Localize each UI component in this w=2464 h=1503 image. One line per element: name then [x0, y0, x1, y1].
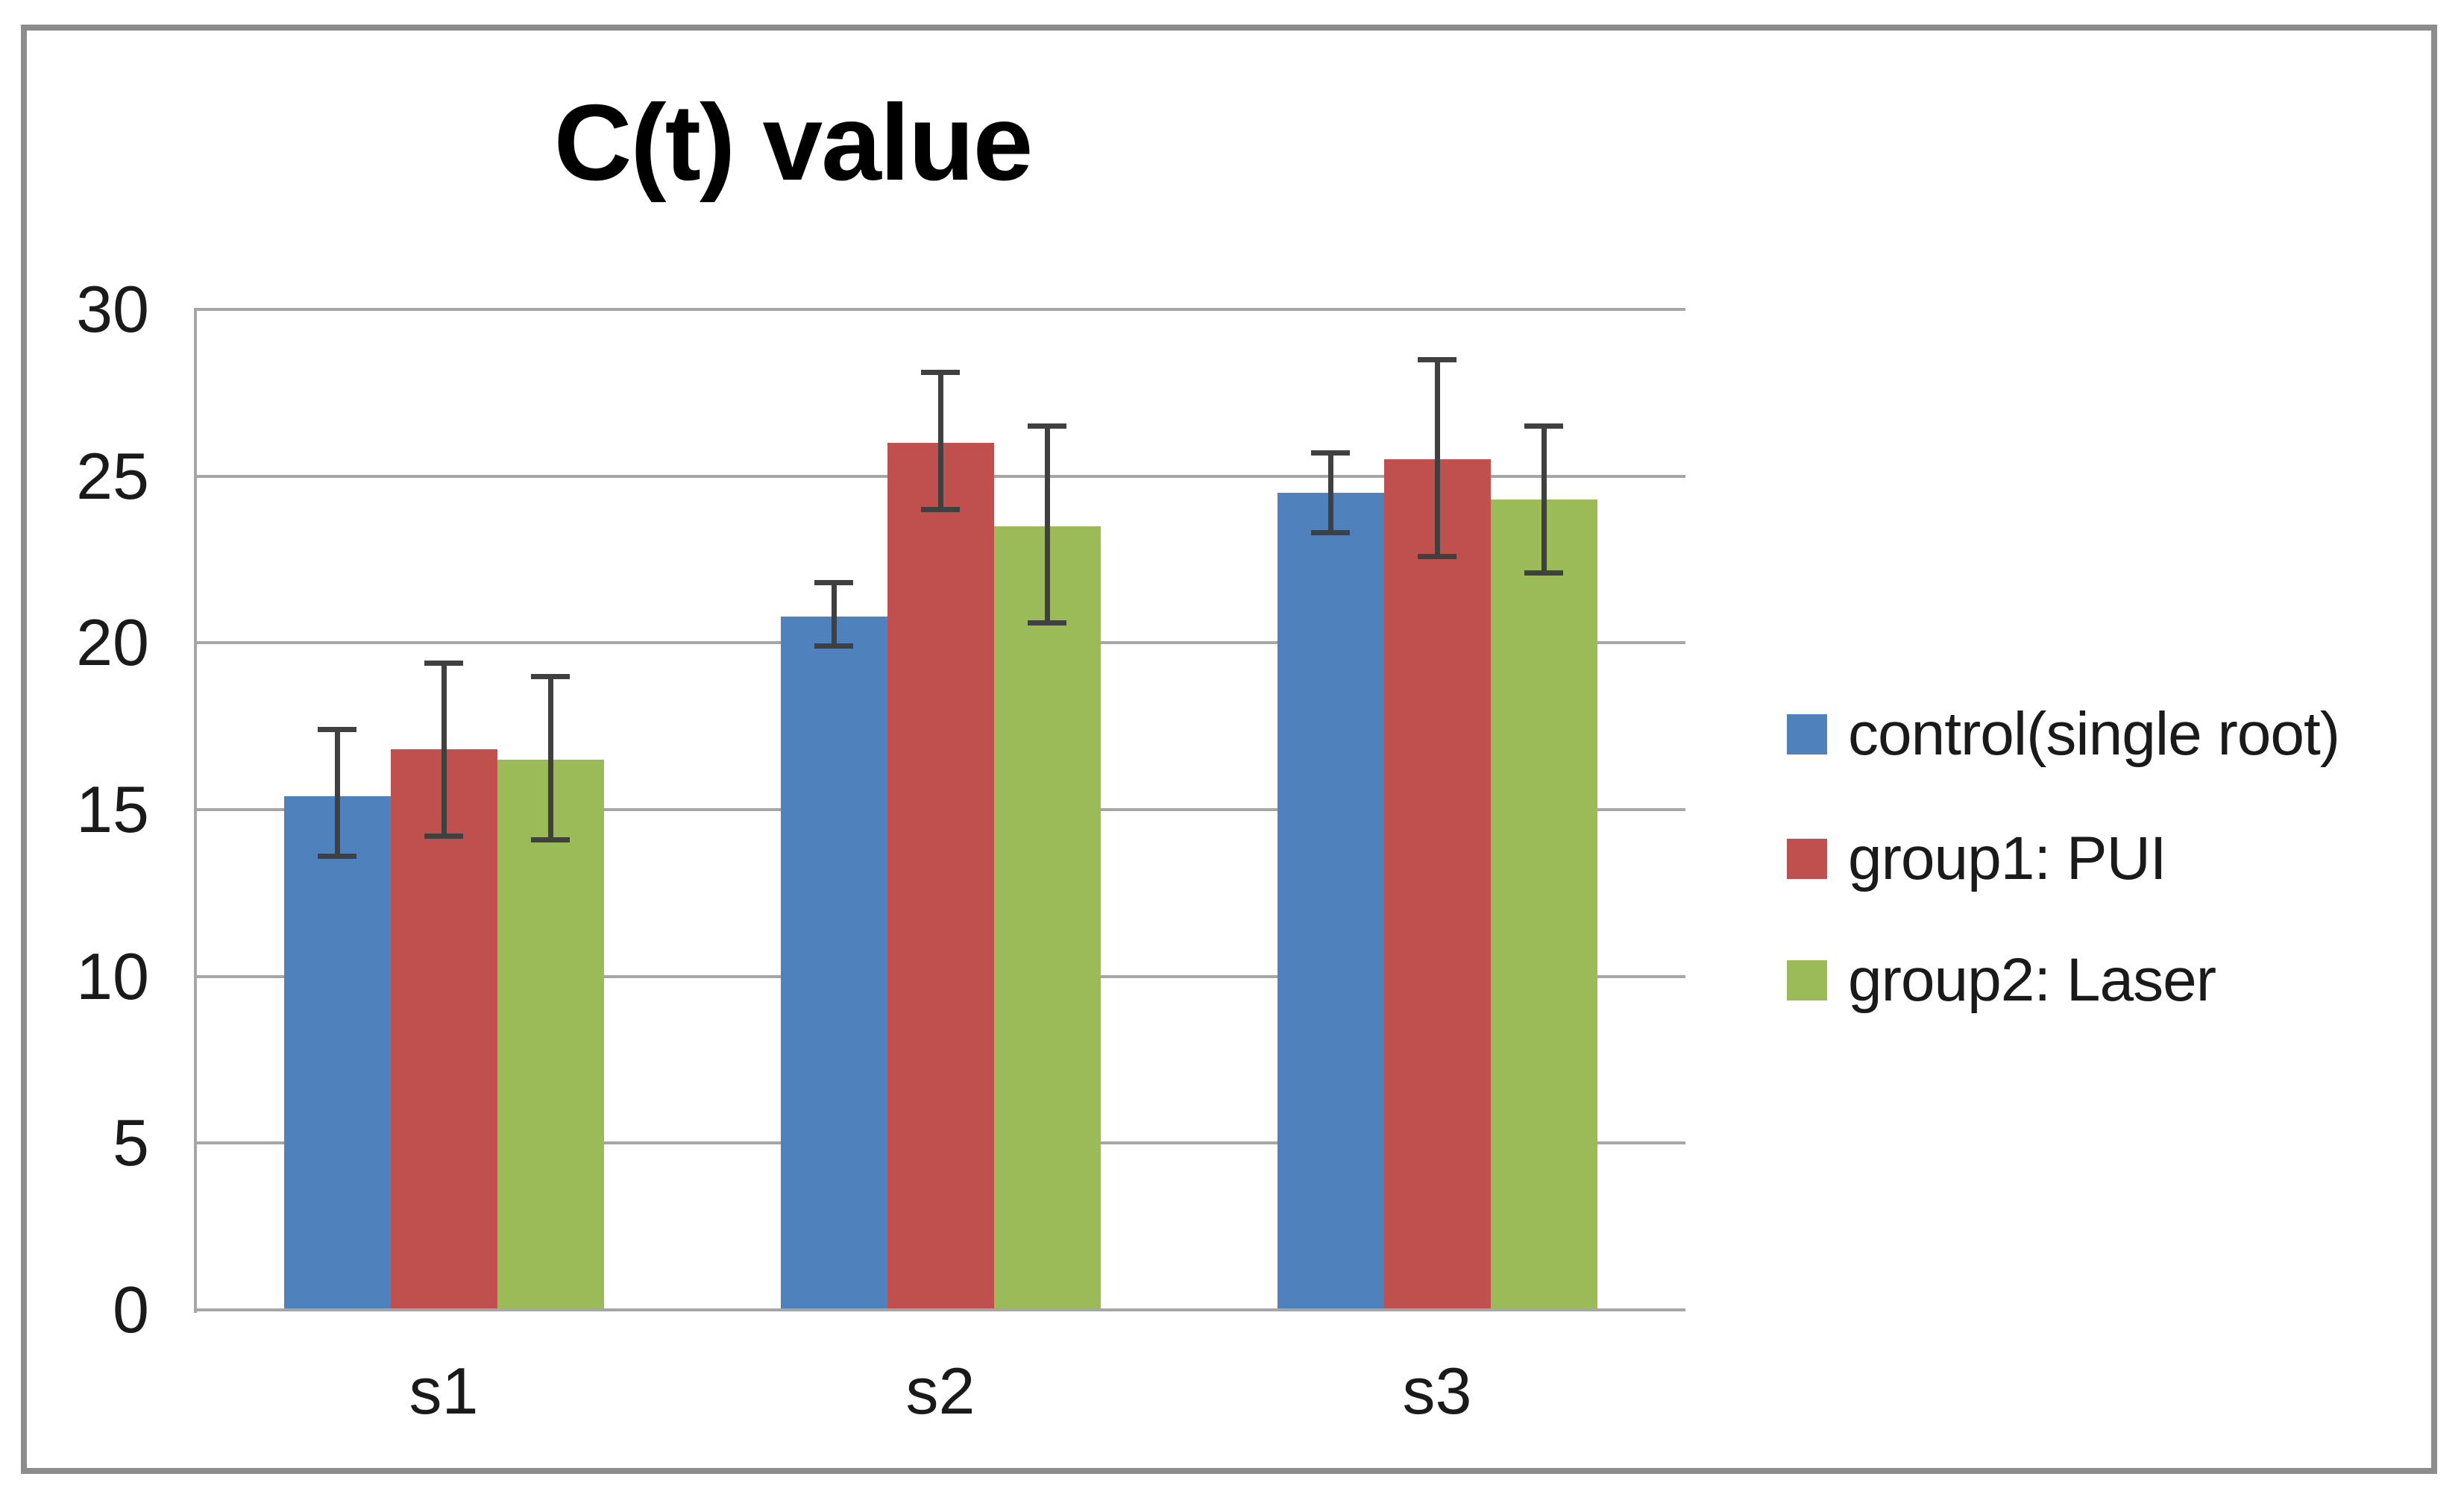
- legend-item-series1: group1: PUI: [1787, 822, 2167, 896]
- bar-s1-series2: [497, 759, 604, 1310]
- bar-s2-series0: [780, 616, 887, 1310]
- error-bar-line: [334, 729, 340, 857]
- error-bar-cap: [921, 370, 960, 376]
- bar-s1-series0: [283, 796, 391, 1310]
- legend-label: group2: Laser: [1848, 946, 2216, 1014]
- legend-swatch-icon: [1787, 839, 1827, 879]
- y-tick-label: 10: [76, 939, 149, 1013]
- error-bar-cap: [1418, 356, 1456, 362]
- error-bar-cap: [531, 673, 570, 679]
- error-bar-line: [441, 663, 447, 836]
- error-bar-cap: [1028, 620, 1066, 626]
- error-bar-cap: [531, 836, 570, 842]
- legend-label: control(single root): [1848, 700, 2340, 768]
- error-bar-cap: [921, 506, 960, 512]
- error-bar-cap: [1028, 423, 1066, 429]
- bar-s3-series2: [1490, 499, 1597, 1310]
- error-bar-cap: [1418, 553, 1456, 559]
- error-bar-cap: [1311, 530, 1350, 536]
- error-bar-cap: [318, 727, 356, 733]
- error-bar-cap: [1524, 570, 1563, 576]
- bar-s3-series0: [1277, 493, 1384, 1310]
- error-bar-cap: [424, 834, 463, 839]
- legend-item-series2: group2: Laser: [1787, 943, 2216, 1018]
- chart-title: C(t) value: [553, 82, 1034, 203]
- legend-swatch-icon: [1787, 714, 1827, 754]
- x-tick-label-s3: s3: [1402, 1354, 1472, 1428]
- bar-s2-series1: [887, 442, 994, 1310]
- error-bar-line: [937, 372, 943, 510]
- bar-s1-series1: [390, 749, 497, 1310]
- error-bar-line: [1327, 453, 1333, 533]
- error-bar-cap: [1311, 450, 1350, 456]
- legend-label: group1: PUI: [1848, 825, 2167, 892]
- y-tick-label: 5: [113, 1106, 149, 1180]
- x-tick-label-s2: s2: [905, 1354, 975, 1428]
- error-bar-line: [1044, 426, 1050, 623]
- y-tick-label: 25: [76, 438, 149, 513]
- gridline: [195, 308, 1685, 311]
- x-tick-label-s1: s1: [409, 1354, 479, 1428]
- y-tick-label: 30: [76, 272, 149, 346]
- legend-swatch-icon: [1787, 960, 1827, 1001]
- error-bar-cap: [318, 854, 356, 860]
- error-bar-cap: [424, 660, 463, 666]
- error-bar-cap: [1524, 423, 1563, 429]
- y-tick-label: 0: [113, 1273, 149, 1346]
- y-tick-label: 20: [76, 605, 149, 680]
- error-bar-line: [547, 676, 553, 840]
- legend-item-series0: control(single root): [1787, 697, 2340, 772]
- error-bar-line: [1434, 359, 1440, 557]
- x-axis-baseline: [195, 1308, 1685, 1311]
- error-bar-line: [831, 582, 837, 646]
- error-bar-line: [1541, 426, 1547, 573]
- bar-s3-series1: [1383, 459, 1491, 1310]
- error-bar-cap: [814, 580, 853, 586]
- y-axis-line: [194, 308, 197, 1313]
- y-tick-label: 15: [76, 772, 149, 846]
- bar-s2-series2: [993, 526, 1101, 1310]
- error-bar-cap: [814, 643, 853, 649]
